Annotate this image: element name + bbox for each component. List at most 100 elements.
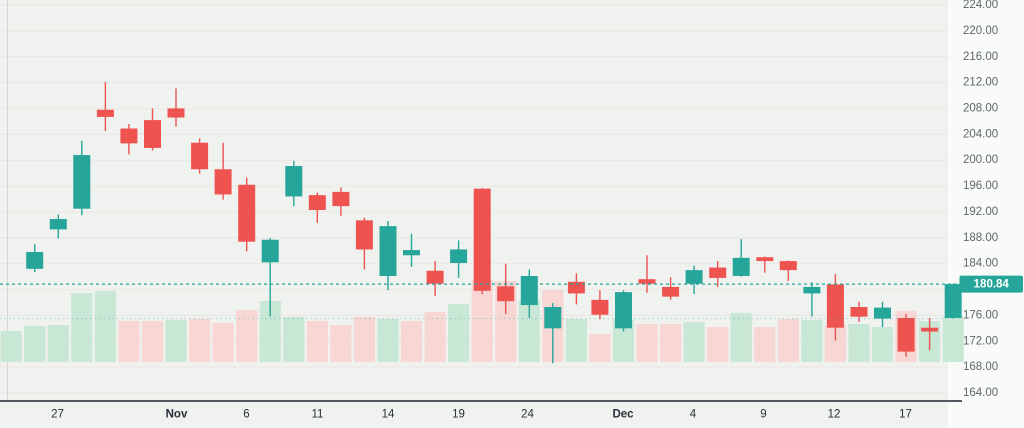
time-axis-label: 14: [382, 409, 395, 421]
candle[interactable]: [803, 282, 821, 317]
candle[interactable]: [96, 81, 114, 132]
volume-bar[interactable]: [47, 325, 69, 362]
volume-bar[interactable]: [565, 319, 587, 362]
candle[interactable]: [732, 239, 750, 277]
volume-bar[interactable]: [400, 321, 423, 362]
price-axis-label: 212.00: [963, 77, 998, 89]
volume-bar[interactable]: [306, 321, 328, 362]
candle[interactable]: [26, 244, 44, 273]
candle[interactable]: [214, 142, 232, 200]
candle[interactable]: [567, 273, 585, 305]
volume-bar[interactable]: [801, 320, 823, 362]
candle-body: [403, 250, 420, 256]
candle-body: [638, 279, 656, 284]
candle[interactable]: [850, 301, 868, 322]
volume-bar[interactable]: [612, 319, 635, 362]
volume-bar[interactable]: [118, 321, 140, 362]
candle[interactable]: [497, 263, 515, 315]
volume-bar[interactable]: [660, 324, 682, 362]
time-axis-label: 27: [51, 409, 64, 421]
candle-body: [591, 299, 609, 315]
candle[interactable]: [662, 277, 680, 300]
volume-bar[interactable]: [730, 313, 752, 362]
price-axis[interactable]: 224.00 220.00 216.00 212.00 208.00 204.00 200.…: [963, 0, 998, 399]
candle[interactable]: [520, 269, 538, 318]
candle[interactable]: [426, 261, 444, 297]
time-axis-label: 17: [899, 409, 912, 421]
volume-bar[interactable]: [848, 324, 870, 362]
candle[interactable]: [944, 283, 962, 319]
volume-bar[interactable]: [707, 327, 729, 362]
candle[interactable]: [379, 220, 397, 291]
time-axis-label: Nov: [166, 409, 188, 421]
volume-bar[interactable]: [448, 304, 470, 362]
candle[interactable]: [591, 290, 609, 320]
candle-body: [426, 270, 444, 284]
volume-bar[interactable]: [236, 310, 258, 362]
volume-bar[interactable]: [518, 301, 540, 362]
volume-bar[interactable]: [424, 312, 446, 362]
candle[interactable]: [238, 177, 256, 252]
candle[interactable]: [638, 255, 656, 293]
volume-bar[interactable]: [589, 334, 611, 362]
candle[interactable]: [826, 274, 844, 341]
candle[interactable]: [120, 123, 138, 155]
candle[interactable]: [355, 217, 373, 270]
candle[interactable]: [332, 187, 350, 216]
volume-bar[interactable]: [165, 320, 187, 362]
candle[interactable]: [544, 303, 562, 364]
candle-body: [921, 327, 939, 332]
candle[interactable]: [897, 314, 915, 357]
price-axis-label: 164.00: [963, 387, 998, 399]
volume-bar[interactable]: [0, 331, 22, 362]
volume-bar[interactable]: [871, 327, 894, 362]
candle[interactable]: [73, 140, 91, 216]
volume-bar[interactable]: [24, 326, 46, 362]
candle[interactable]: [615, 290, 632, 332]
volume-bar[interactable]: [283, 317, 305, 362]
candle[interactable]: [191, 138, 209, 174]
volume-bar[interactable]: [71, 293, 93, 362]
volume-bar[interactable]: [471, 280, 493, 362]
volume-bar[interactable]: [636, 324, 658, 362]
candle[interactable]: [49, 214, 67, 239]
candle-body: [615, 292, 632, 329]
candle[interactable]: [261, 237, 279, 317]
candle-body: [874, 307, 891, 319]
candle[interactable]: [685, 265, 703, 295]
volume-bar[interactable]: [942, 317, 964, 362]
volume-bar[interactable]: [212, 323, 234, 362]
price-axis-label: 208.00: [963, 102, 998, 114]
volume-bar[interactable]: [330, 325, 352, 362]
volume-bar[interactable]: [777, 319, 799, 362]
candle-body: [567, 281, 585, 294]
volume-bar[interactable]: [353, 317, 375, 362]
volume-bar[interactable]: [824, 325, 846, 362]
volume-bar[interactable]: [495, 281, 517, 362]
candle[interactable]: [779, 260, 797, 282]
time-axis[interactable]: 27 Nov 6 11 14 19 24 Dec 4 9 12 17: [51, 409, 912, 421]
volume-bar[interactable]: [189, 319, 211, 362]
candle[interactable]: [450, 240, 468, 278]
candle[interactable]: [709, 261, 727, 287]
candle[interactable]: [874, 301, 891, 328]
volume-bar[interactable]: [754, 327, 776, 362]
candle-body: [756, 257, 774, 262]
candle-body: [497, 286, 515, 302]
candle[interactable]: [308, 192, 326, 223]
candle[interactable]: [403, 233, 420, 267]
candle[interactable]: [144, 108, 161, 151]
volume-bar[interactable]: [377, 319, 399, 362]
volume-bar[interactable]: [259, 301, 281, 362]
candle[interactable]: [167, 88, 185, 127]
candle[interactable]: [285, 160, 303, 207]
candle[interactable]: [921, 317, 939, 351]
volume-bar[interactable]: [683, 322, 705, 362]
volume-bar[interactable]: [141, 321, 164, 362]
volume-bar[interactable]: [94, 291, 116, 362]
candle[interactable]: [473, 188, 491, 295]
candle[interactable]: [756, 256, 774, 273]
candle-body: [826, 284, 844, 328]
candle-body: [379, 226, 397, 276]
